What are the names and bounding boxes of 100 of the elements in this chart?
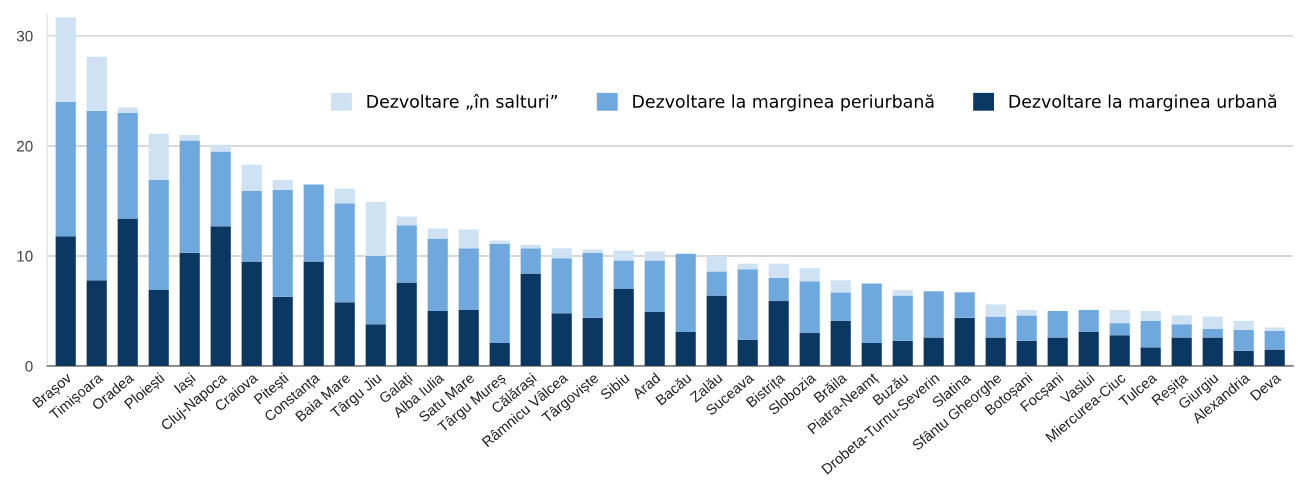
bar: [923, 291, 944, 338]
bar: [520, 248, 541, 274]
bar: [830, 280, 851, 293]
bar: [1264, 330, 1285, 350]
bar: [1171, 324, 1192, 338]
bar: [86, 280, 107, 367]
bar: [706, 271, 727, 296]
bar: [737, 269, 758, 340]
bar: [706, 256, 727, 272]
bar: [892, 290, 913, 296]
bar: [148, 180, 169, 291]
y-tick-label: 20: [17, 140, 33, 152]
y-tick-label: 10: [17, 250, 33, 262]
bar: [55, 236, 76, 367]
bar: [458, 248, 479, 310]
bar: [1109, 323, 1130, 336]
bar: [768, 278, 789, 302]
bar: [179, 252, 200, 367]
bar: [334, 188, 355, 204]
bar: [799, 281, 820, 334]
bar: [582, 317, 603, 367]
bar: [1078, 309, 1099, 332]
bar: [1233, 350, 1254, 367]
bar: [272, 180, 293, 190]
bar: [551, 313, 572, 367]
bar: [148, 133, 169, 181]
bar: [954, 292, 975, 318]
bar: [1264, 349, 1285, 367]
bar: [117, 107, 138, 113]
bar: [365, 202, 386, 256]
bar: [458, 309, 479, 367]
y-tick-label: 30: [16, 30, 33, 42]
bar: [272, 296, 293, 367]
bar: [675, 331, 696, 367]
bar: [768, 301, 789, 367]
bar: [1078, 331, 1099, 367]
bar: [1202, 316, 1223, 329]
bar: [365, 324, 386, 367]
bar: [489, 342, 510, 367]
bar: [954, 317, 975, 367]
bar: [644, 260, 665, 313]
bar: [861, 342, 882, 367]
bar: [520, 273, 541, 367]
bar: [396, 282, 417, 367]
bar: [1233, 329, 1254, 351]
bar: [1016, 309, 1037, 316]
bar: [396, 225, 417, 283]
bar: [985, 337, 1006, 367]
bar: [148, 290, 169, 367]
bar: [86, 56, 107, 111]
bar: [551, 248, 572, 259]
bar: [1047, 311, 1068, 338]
bar: [737, 339, 758, 367]
bar: [923, 337, 944, 367]
bar: [55, 101, 76, 237]
bar: [892, 340, 913, 367]
bar: [303, 184, 324, 262]
bar: [1202, 337, 1223, 367]
bar: [830, 292, 851, 321]
bar: [241, 191, 262, 262]
bar: [520, 244, 541, 249]
bar: [985, 316, 1006, 338]
bar: [210, 144, 231, 152]
bar: [582, 252, 603, 318]
y-tick-label: 0: [25, 360, 33, 372]
bar: [613, 289, 634, 367]
legend-label: Dezvoltare la marginea urbană: [1009, 94, 1277, 112]
bar: [458, 229, 479, 249]
bar: [737, 263, 758, 270]
bar: [613, 260, 634, 290]
bar: [489, 243, 510, 343]
bar: [582, 249, 603, 253]
legend-label: Dezvoltare „în salturi”: [367, 93, 558, 110]
bar: [272, 189, 293, 297]
bar: [396, 216, 417, 226]
bar: [861, 283, 882, 343]
bar: [985, 304, 1006, 317]
bar: [55, 17, 76, 102]
bar: [210, 151, 231, 227]
bar: [241, 261, 262, 367]
bar: [179, 140, 200, 253]
bar: [427, 311, 448, 367]
bar: [1171, 337, 1192, 367]
bar: [427, 228, 448, 239]
bar: [1140, 311, 1161, 321]
bar: [1202, 328, 1223, 338]
legend-label: Dezvoltare la marginea periurbană: [633, 94, 934, 112]
bar: [830, 320, 851, 367]
bar: [644, 251, 665, 261]
bar: [613, 250, 634, 261]
bar: [675, 253, 696, 332]
bar: [489, 240, 510, 244]
bar: [241, 164, 262, 192]
bar: [551, 258, 572, 314]
bar: [1140, 320, 1161, 348]
bar: [1109, 309, 1130, 324]
bar: [303, 261, 324, 367]
bar: [1171, 315, 1192, 325]
bar: [179, 134, 200, 141]
bar: [427, 238, 448, 312]
